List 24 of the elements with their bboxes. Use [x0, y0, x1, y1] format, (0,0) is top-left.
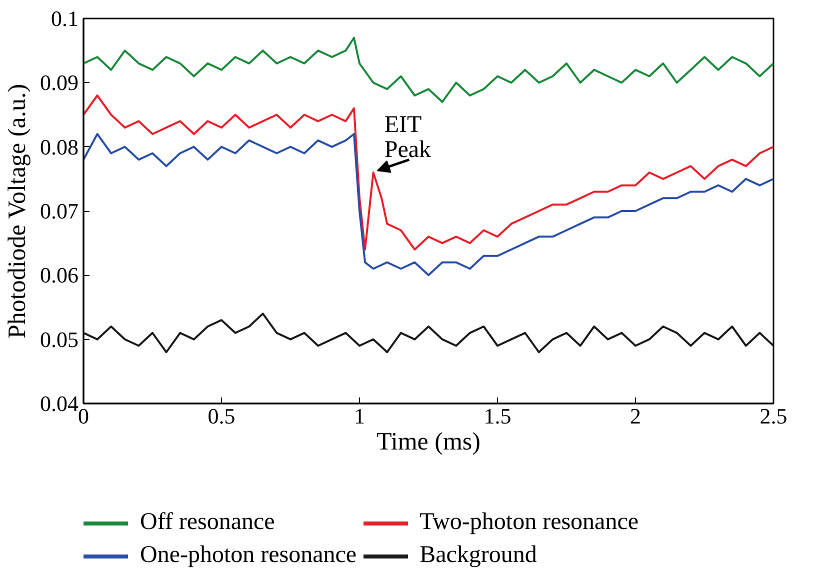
x-tick-label: 2: [630, 404, 641, 428]
x-tick-label: 1: [354, 404, 365, 428]
x-tick-label: 0.5: [208, 404, 236, 428]
x-tick-label: 2.5: [760, 404, 788, 428]
legend-label: Background: [420, 542, 537, 569]
line-series: [84, 133, 774, 276]
legend-label: Two-photon resonance: [420, 509, 639, 536]
y-axis-title: Photodiode Voltage (a.u.): [4, 84, 31, 339]
line-series: [84, 36, 774, 103]
annotation: EIT Peak: [384, 112, 431, 163]
y-tick-label: 0.07: [40, 198, 78, 224]
x-tick-label: 1.5: [484, 404, 512, 428]
y-tick-label: 0.1: [51, 6, 78, 31]
x-axis-title: Time (ms): [376, 428, 480, 456]
x-tick-label: 0: [78, 404, 89, 428]
y-tick-label: 0.08: [40, 134, 78, 160]
y-tick-label: 0.04: [40, 391, 78, 416]
legend-label: One-photon resonance: [140, 542, 357, 569]
legend-label: Off resonance: [140, 509, 275, 536]
line-series: [84, 94, 774, 250]
y-tick-label: 0.05: [40, 326, 78, 352]
line-series: [84, 312, 774, 354]
y-tick-label: 0.09: [40, 70, 78, 96]
y-tick-label: 0.06: [40, 262, 78, 288]
